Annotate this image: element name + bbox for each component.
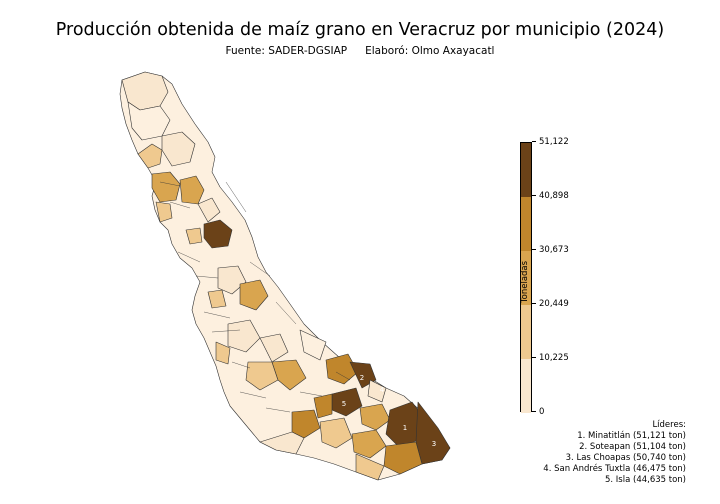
author-text: Elaboró: Olmo Axayacatl [365,45,495,57]
municipality-south-11 [355,453,385,481]
municipality-huasteca-2 [179,175,205,205]
municipality-central-10 [299,329,327,361]
map-title: Producción obtenida de maíz grano en Ver… [55,20,665,40]
map-marker-5: 5 [342,400,346,408]
colorbar [520,142,532,413]
municipality-central-9 [271,359,307,391]
map-marker-1: 1 [403,424,407,432]
municipality-south-1 [325,353,359,385]
colorbar-segment-2 [521,197,531,251]
leader-item: 5. Isla (44,635 ton) [604,475,686,485]
municipality-central-4 [207,289,227,309]
municipality-south-8 [319,417,353,449]
municipality-central-8 [245,361,279,391]
municipality-huasteca-3 [155,201,173,223]
map-marker-3: 3 [432,440,436,448]
municipality-huasteca-1 [151,171,181,203]
colorbar-tick-1: 51,122 [532,137,569,147]
municipality-central-1 [185,227,203,245]
municipality-south-5 [367,379,387,403]
municipality-huasteca-4 [197,197,221,223]
municipality-south-12 [259,431,305,455]
colorbar-tick-6: 0 [532,407,544,417]
source-text: Fuente: SADER-DGSIAP [225,45,348,57]
map-marker-4: 4 [380,386,385,394]
colorbar-tick-2: 40,898 [532,191,569,201]
leader-item: 4. San Andrés Tuxtla (46,475 ton) [543,464,686,474]
municipality-south-4 [313,393,333,419]
municipality-central-6 [215,341,231,365]
colorbar-segment-4 [521,305,531,359]
municipality-north-3 [137,143,163,169]
municipal-boundary-lines [159,181,351,413]
map-subtitle: Fuente: SADER-DGSIAP Elaboró: Olmo Axayac… [0,45,720,57]
municipality-south-6 [359,403,391,431]
leader-item: 3. Las Choapas (50,740 ton) [565,453,686,463]
municipality-south-9 [351,429,387,459]
colorbar-tick-4: 20,449 [532,299,569,309]
colorbar-segment-3 [521,251,531,305]
colorbar-tick-3: 30,673 [532,245,569,255]
colorbar-tick-5: 10,225 [532,353,569,363]
leader-item: 2. Soteapan (51,104 ton) [579,442,686,452]
leader-item: 1. Minatitlán (51,121 ton) [577,431,686,441]
colorbar-label: Toneladas [520,260,530,304]
municipality-south-7 [291,409,321,439]
municipality-central-3 [239,279,269,311]
colorbar-segment-1 [521,143,531,197]
municipality-south-10 [383,441,423,475]
leaders-box: Líderes: 1. Minatitlán (51,121 ton) 2. S… [543,420,686,486]
municipality-south-2 [349,361,377,389]
veracruz-municipality-map: 1 2 3 4 5 [119,71,451,481]
municipality-central-2 [217,265,247,295]
municipality-las-choapas [415,401,451,465]
municipality-central-5 [227,319,261,353]
map-marker-2: 2 [360,374,364,382]
municipality-north-2 [127,101,171,141]
municipality-central-7 [259,333,289,363]
leaders-heading: Líderes: [652,420,686,430]
municipality-dark-north [203,219,233,249]
municipality-north-4 [161,131,196,167]
colorbar-segment-5 [521,359,531,413]
